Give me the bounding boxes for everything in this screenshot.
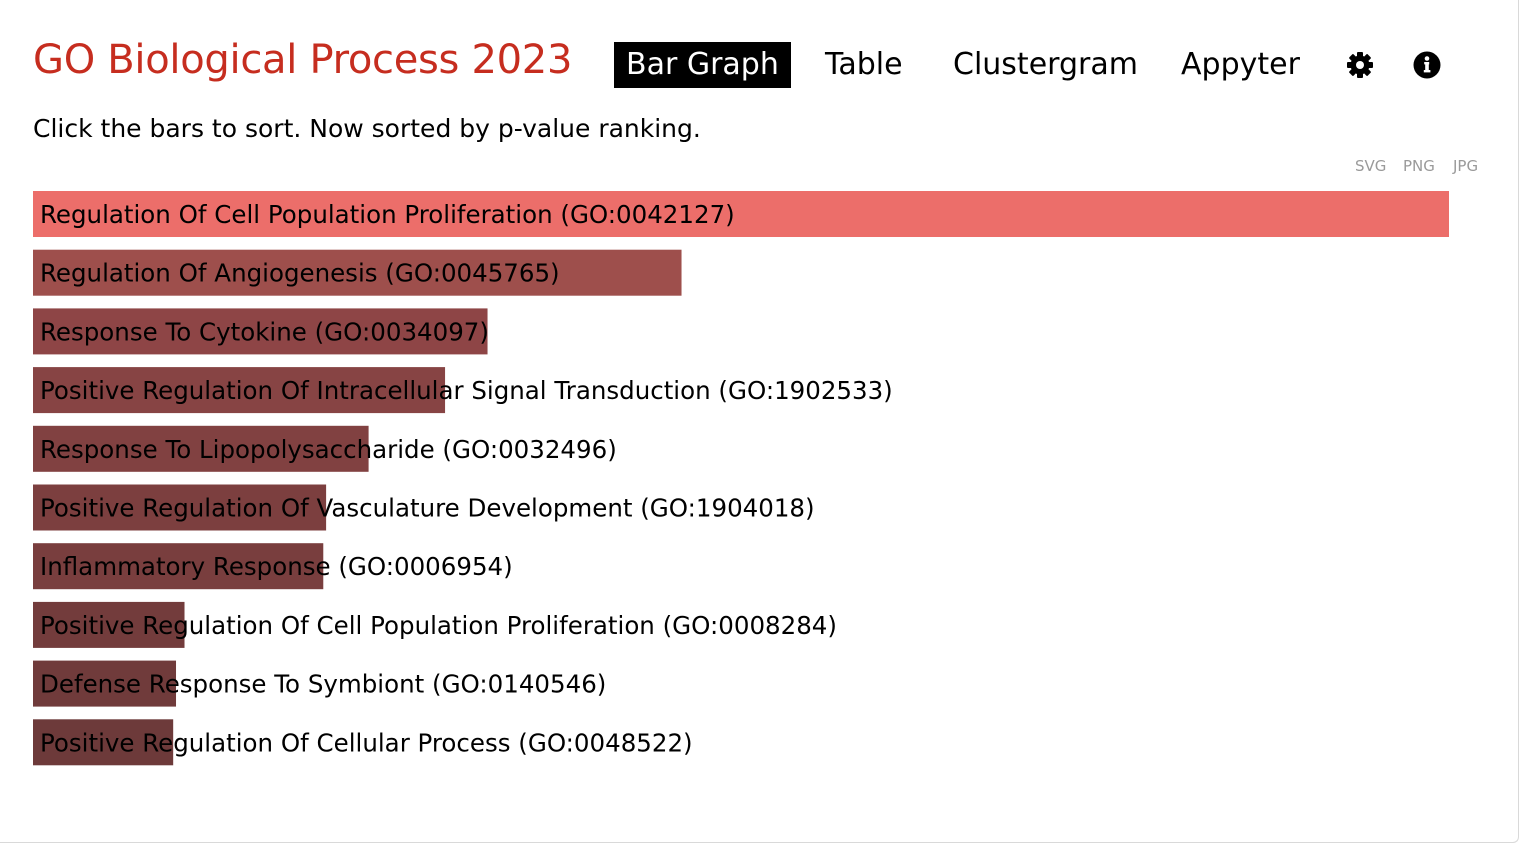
bar-label-10[interactable]: Positive Regulation Of Cellular Process … xyxy=(40,728,693,757)
bar-label-5[interactable]: Response To Lipopolysaccharide (GO:00324… xyxy=(40,435,617,464)
bar-label-4[interactable]: Positive Regulation Of Intracellular Sig… xyxy=(40,376,893,405)
bar-7[interactable] xyxy=(33,543,324,590)
bar-label-8[interactable]: Positive Regulation Of Cell Population P… xyxy=(40,611,837,640)
bar-8[interactable] xyxy=(33,601,185,648)
bar-label-3[interactable]: Response To Cytokine (GO:0034097) xyxy=(40,317,489,346)
bar-1[interactable] xyxy=(33,191,1449,237)
bar-label-7[interactable]: Inflammatory Response (GO:0006954) xyxy=(40,552,513,581)
sort-instructions: Click the bars to sort. Now sorted by p-… xyxy=(33,114,701,143)
export-svg-link[interactable]: SVG xyxy=(1355,157,1387,175)
page-title: GO Biological Process 2023 xyxy=(33,37,573,83)
bar-label-1[interactable]: Regulation Of Cell Population Proliferat… xyxy=(40,200,735,229)
bar-6[interactable] xyxy=(33,484,327,531)
bar-4[interactable] xyxy=(33,367,446,414)
bar-label-9[interactable]: Defense Response To Symbiont (GO:0140546… xyxy=(40,670,606,699)
bar-10[interactable] xyxy=(33,719,174,766)
export-png-link[interactable]: PNG xyxy=(1403,157,1435,175)
bar-2[interactable] xyxy=(33,249,682,296)
bar-label-6[interactable]: Positive Regulation Of Vasculature Devel… xyxy=(40,494,815,523)
bar-5[interactable] xyxy=(33,425,369,472)
info-circle-icon[interactable] xyxy=(1412,50,1442,80)
gear-icon[interactable] xyxy=(1345,50,1375,80)
tab-clustergram[interactable]: Clustergram xyxy=(953,47,1138,82)
bar-9[interactable] xyxy=(33,660,177,707)
bar-3[interactable] xyxy=(33,308,488,355)
tab-bar-graph[interactable]: Bar Graph xyxy=(614,42,791,88)
tab-table[interactable]: Table xyxy=(825,47,903,82)
export-jpg-link[interactable]: JPG xyxy=(1453,157,1479,175)
tab-appyter[interactable]: Appyter xyxy=(1181,47,1300,82)
bar-label-2[interactable]: Regulation Of Angiogenesis (GO:0045765) xyxy=(40,259,560,288)
